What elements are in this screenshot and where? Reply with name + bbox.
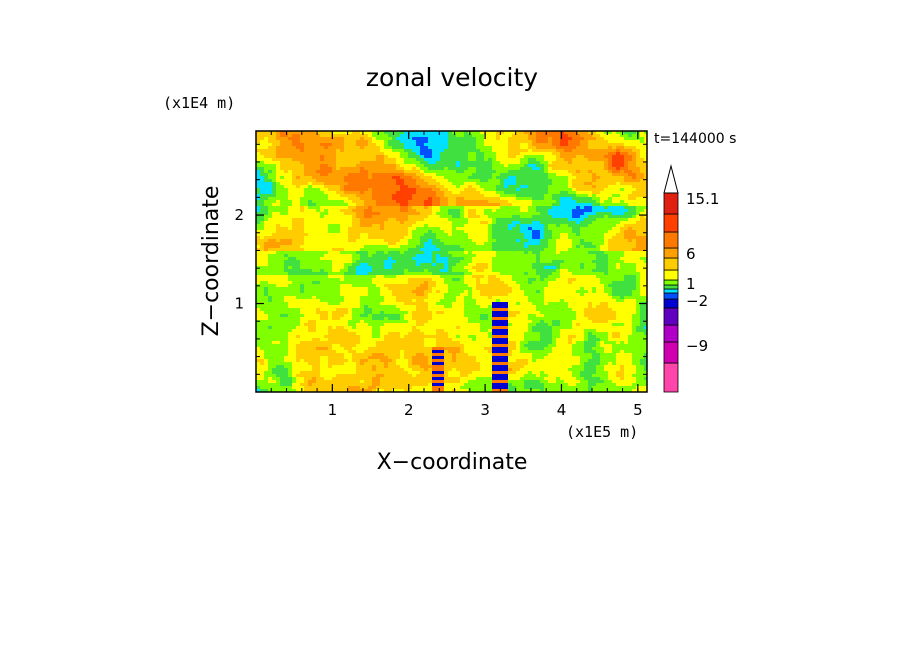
x-axis: 1 2 3 4 5 <box>270 131 643 419</box>
colorbar-segment <box>663 257 679 271</box>
chart-title: zonal velocity <box>366 63 538 92</box>
y-axis: 12 <box>234 143 647 375</box>
colorbar-segment <box>663 192 679 215</box>
colorbar-label: 15.1 <box>686 190 719 208</box>
colorbar-label: −2 <box>686 292 708 310</box>
colorbar-segment <box>663 292 679 300</box>
y-scale-label: (x1E4 m) <box>163 94 235 112</box>
colorbar-segment <box>663 269 679 281</box>
x-tick-label: 4 <box>557 401 567 419</box>
colorbar-label: 1 <box>686 275 696 293</box>
y-tick-label: 1 <box>234 295 244 313</box>
colorbar: 15.1 6 1−2 −9 <box>663 164 719 393</box>
plot-frame <box>255 130 648 393</box>
x-tick-label: 3 <box>480 401 490 419</box>
x-tick-label: 1 <box>328 401 338 419</box>
y-tick-label: 2 <box>234 206 244 224</box>
colorbar-segment <box>663 231 679 249</box>
colorbar-segment <box>663 341 679 364</box>
y-axis-label: Z−coordinate <box>199 186 224 337</box>
x-axis-label: X−coordinate <box>377 450 528 475</box>
colorbar-extend-arrow <box>663 164 679 194</box>
colorbar-segment <box>663 247 679 259</box>
x-tick-label: 2 <box>404 401 414 419</box>
colorbar-segment <box>663 279 679 286</box>
colorbar-segment <box>663 288 679 294</box>
colorbar-label: −9 <box>686 337 708 355</box>
colorbar-segment <box>663 213 679 233</box>
colorbar-segment <box>663 362 679 393</box>
colorbar-segment <box>663 284 679 290</box>
x-tick-label: 5 <box>633 401 643 419</box>
time-label: t=144000 s <box>654 131 736 147</box>
velocity-field <box>256 131 647 392</box>
colorbar-label: 6 <box>686 245 696 263</box>
x-scale-label: (x1E5 m) <box>566 423 638 441</box>
colorbar-segment <box>663 298 679 309</box>
colorbar-segment <box>663 324 679 343</box>
colorbar-segment <box>663 307 679 326</box>
